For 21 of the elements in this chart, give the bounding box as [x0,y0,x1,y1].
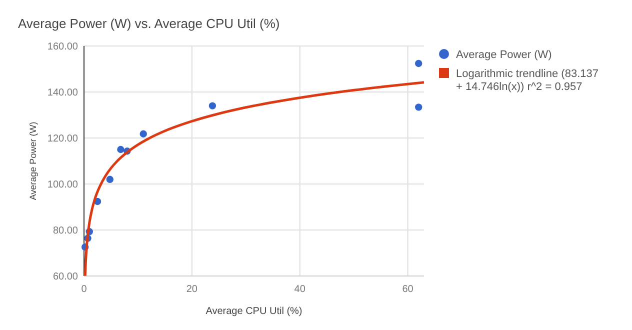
x-tick-label: 60 [402,284,414,295]
legend-label: Average Power (W) [456,49,552,61]
point [208,102,216,110]
legend-label: Logarithmic trendline (83.137 + 14.746ln(x)) r^2 = 0.957 [456,68,598,93]
chart-title: Average Power (W) vs. Average CPU Util (%) [18,16,280,31]
y-tick-label: 60.00 [52,272,78,282]
y-tick-label: 140.00 [47,88,78,98]
y-tick-label: 100.00 [47,180,78,190]
point [117,146,124,154]
x-axis-title: Average CPU Util (%) [206,306,302,317]
point [106,176,114,183]
y-axis-title: Average Power (W) [28,122,38,200]
point [415,104,422,111]
point [140,130,147,138]
y-tick-label: 80.00 [52,226,78,236]
point [415,60,422,68]
x-tick-label: 20 [186,284,198,295]
y-tick-label: 160.00 [47,42,78,52]
x-tick-label: 0 [81,284,88,295]
x-tick-label: 40 [294,284,306,295]
y-tick-label: 120.00 [47,134,78,144]
